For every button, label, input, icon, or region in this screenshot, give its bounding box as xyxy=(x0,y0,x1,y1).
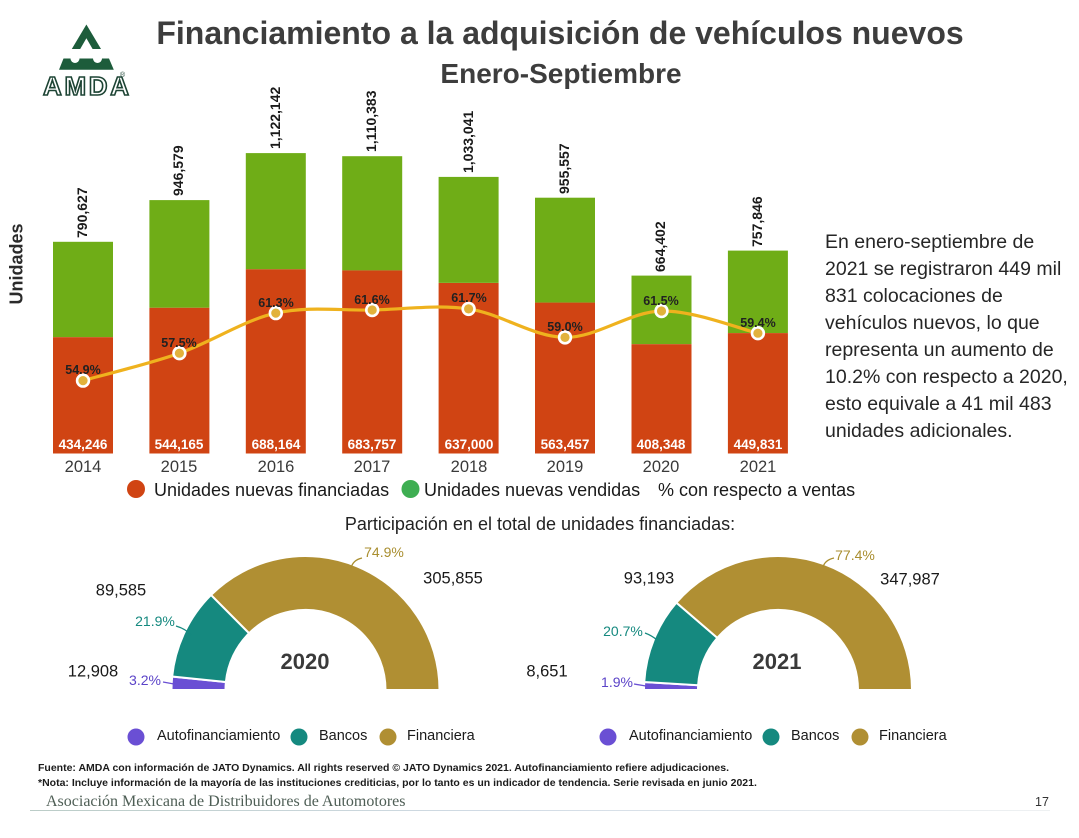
svg-text:®: ® xyxy=(120,71,126,79)
svg-text:AMDA: AMDA xyxy=(43,71,129,101)
